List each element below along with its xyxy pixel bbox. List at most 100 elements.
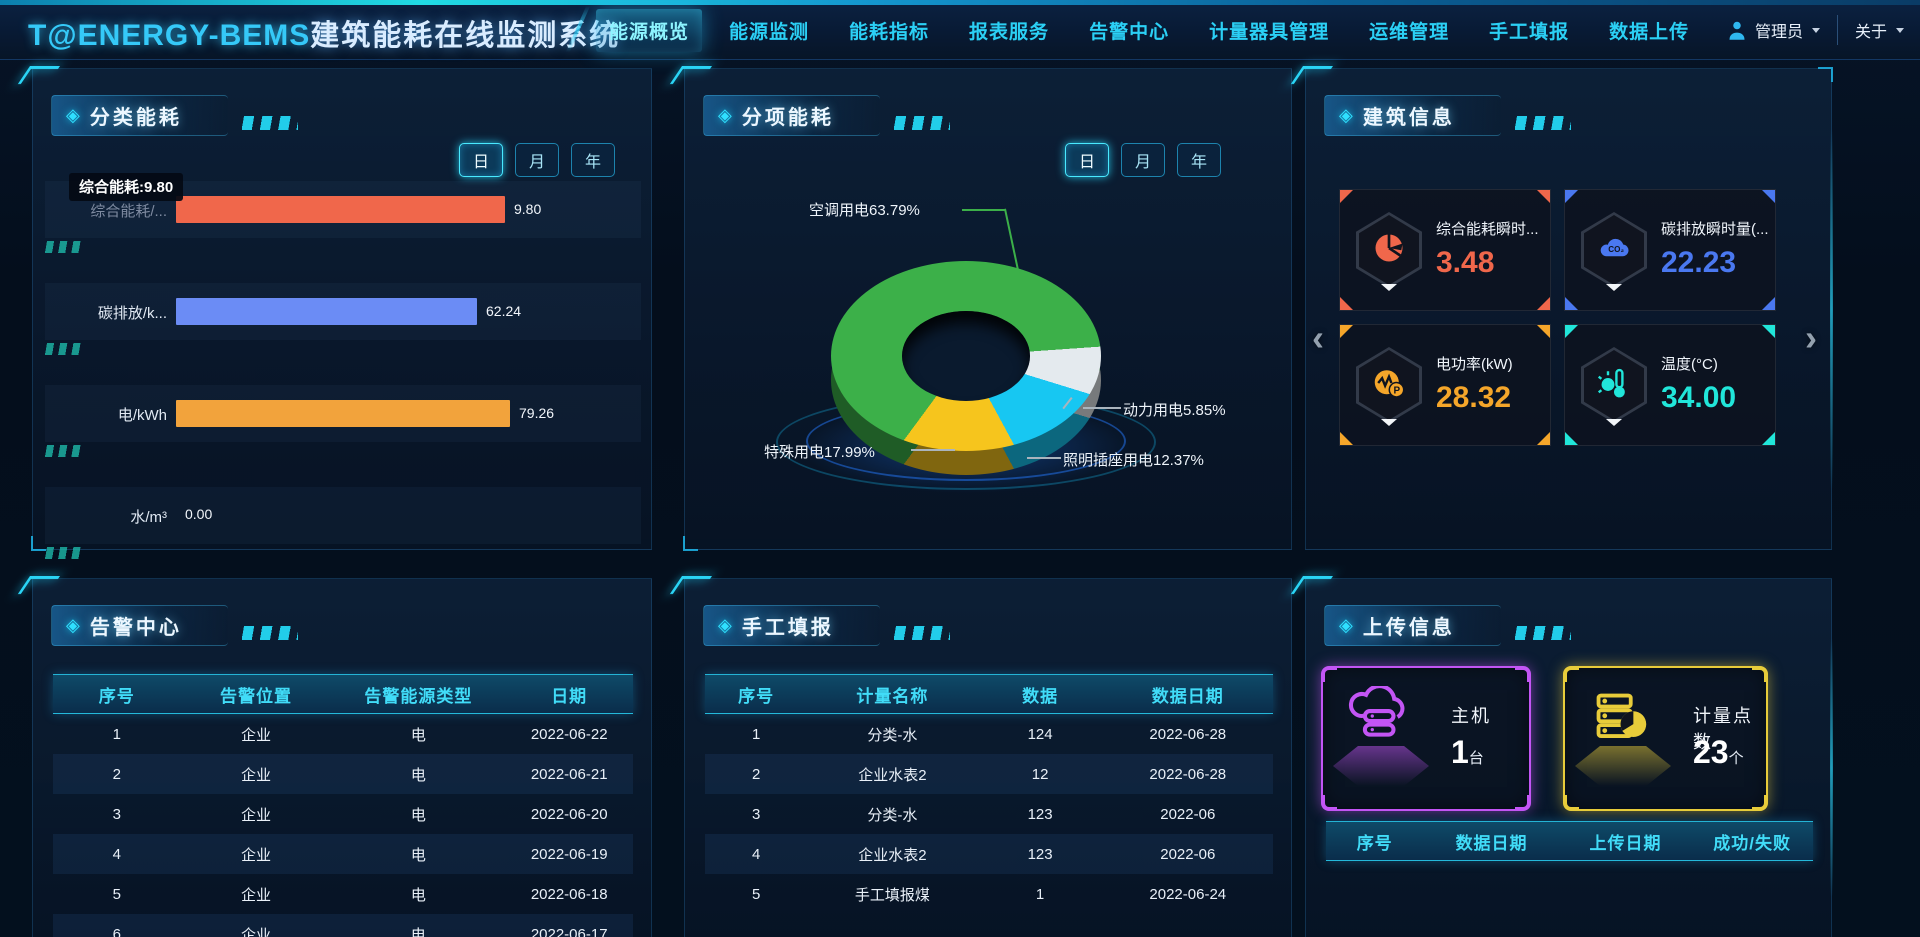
table-cell: 12: [1031, 765, 1049, 783]
user-caret-icon[interactable]: [1811, 27, 1820, 33]
slashes-decoration: [45, 343, 83, 355]
card-label: 碳排放瞬时量(...: [1661, 221, 1769, 238]
bar-label: 电/kWh: [117, 407, 167, 424]
tab-月[interactable]: 月: [1121, 143, 1165, 177]
nav-item-能源概览[interactable]: 能源概览: [596, 8, 703, 52]
table-cell: 2022-06-28: [1149, 725, 1227, 743]
user-name[interactable]: 管理员: [1754, 24, 1803, 41]
corner-decoration: [1563, 795, 1579, 811]
panel-title: 建筑信息: [1362, 106, 1455, 129]
corner-decoration: [1537, 432, 1550, 445]
corner-decoration: [1565, 190, 1578, 203]
nav-item-数据上传[interactable]: 数据上传: [1609, 21, 1690, 43]
diamond-icon: ◈: [1339, 614, 1353, 635]
table-cell: 2022-06-24: [1149, 885, 1227, 903]
chart-tooltip: 综合能耗:9.80: [69, 173, 184, 201]
table-row: 5 手工填报煤 1 2022-06-24: [705, 874, 1273, 914]
thermometer-icon: [1595, 365, 1633, 406]
corner-decoration: [1762, 297, 1775, 310]
corner-decoration: [1290, 66, 1333, 84]
user-area: 管理员 关于: [1728, 0, 1904, 60]
panel-title: 手工填报: [741, 616, 834, 639]
tab-日[interactable]: 日: [1065, 143, 1109, 177]
upload-table: 序号 数据日期 上传日期 成功/失败: [1326, 821, 1813, 861]
nav-item-能耗指标[interactable]: 能耗指标: [849, 21, 930, 43]
table-cell: 2022-06: [1160, 805, 1216, 823]
panel-header: ◈ 分类能耗: [51, 94, 298, 136]
panel-subitem-energy: ◈ 分项能耗 日月年 空调用电63.79% 动力用电5.85% 照明插座用电12.3…: [669, 66, 1292, 551]
tab-年[interactable]: 年: [1177, 143, 1221, 177]
tab-月[interactable]: 月: [515, 143, 559, 177]
table-cell: 企业水表2: [858, 846, 927, 864]
upload-card-2: 计量点数 23个: [1563, 666, 1768, 811]
corner-decoration: [683, 536, 698, 551]
table-cell: 4: [751, 845, 761, 863]
diamond-icon: ◈: [718, 614, 732, 635]
table-cell: 5: [112, 885, 121, 903]
column-header: 序号: [98, 686, 135, 706]
bar-label: 水/m³: [130, 509, 167, 526]
slashes-decoration: [45, 547, 83, 559]
table-cell: 3: [751, 805, 761, 823]
about-caret-icon[interactable]: [1896, 27, 1904, 33]
table-cell: 电: [410, 926, 426, 937]
card-value: 22.23: [1661, 246, 1737, 279]
nav-item-手工填报[interactable]: 手工填报: [1489, 21, 1570, 43]
table-cell: 企业: [240, 766, 271, 784]
corner-decoration: [1340, 190, 1353, 203]
tab-年[interactable]: 年: [571, 143, 615, 177]
nav-item-报表服务[interactable]: 报表服务: [969, 21, 1050, 43]
table-row: 4 企业水表2 123 2022-06: [705, 834, 1273, 874]
leader-line: [911, 449, 955, 451]
table-cell: 123: [1027, 845, 1053, 863]
user-icon: [1728, 19, 1746, 41]
leader-line: [1083, 407, 1121, 409]
carousel-next-icon[interactable]: ›: [1805, 317, 1817, 358]
building-card-4: 温度(°C) 34.00: [1564, 324, 1776, 446]
pie-chart-icon: [1371, 230, 1407, 271]
corner-decoration: [1762, 325, 1775, 338]
about-menu[interactable]: 关于: [1854, 24, 1887, 41]
building-card-1: 综合能耗瞬时... 3.48: [1339, 189, 1551, 311]
nav-item-告警中心[interactable]: 告警中心: [1089, 21, 1170, 43]
nav-item-能源监测[interactable]: 能源监测: [729, 21, 810, 43]
table-row: 3 分类-水 123 2022-06: [705, 794, 1273, 834]
bar-row: 综合能耗/... 9.80: [45, 181, 641, 238]
corner-decoration: [669, 576, 712, 594]
table-cell: 2022-06-21: [530, 765, 608, 783]
diamond-icon: ◈: [1339, 104, 1353, 125]
table-cell: 分类-水: [867, 726, 918, 744]
corner-decoration: [1515, 795, 1531, 811]
panel-title: 分项能耗: [741, 106, 834, 129]
corner-decoration: [1752, 795, 1768, 811]
slashes-decoration: [1514, 116, 1571, 130]
table-cell: 1: [1035, 885, 1045, 903]
nav-item-计量器具管理[interactable]: 计量器具管理: [1209, 21, 1330, 43]
divider: [1836, 15, 1838, 45]
table-cell: 6: [112, 925, 121, 937]
icon-hexagon: P: [1356, 347, 1422, 423]
corner-decoration: [1565, 325, 1578, 338]
svg-text:CO₂: CO₂: [1608, 244, 1624, 253]
panel-header: ◈ 上传信息: [1324, 604, 1571, 646]
column-header: 数据: [1022, 686, 1059, 706]
table-row: 2 企业水表2 12 2022-06-28: [705, 754, 1273, 794]
table-cell: 5: [751, 885, 761, 903]
carousel-prev-icon[interactable]: ‹: [1312, 317, 1324, 358]
leader-line: [962, 209, 1006, 211]
card-value: 1台: [1451, 734, 1484, 770]
nav-item-运维管理[interactable]: 运维管理: [1369, 21, 1450, 43]
top-bar: T@ENERGY-BEMS建筑能耗在线监测系统 能源概览 能源监测 能耗指标 报表服务…: [0, 0, 1920, 60]
manual-report-table: 序号 计量名称 数据 数据日期 1 分类-水 124 2022-06-28 2 企业水表2 12 20…: [705, 674, 1273, 914]
table-cell: 电: [410, 806, 426, 824]
building-card-3: P 电功率(kW) 28.32: [1339, 324, 1551, 446]
table-cell: 企业: [240, 926, 271, 937]
tab-日[interactable]: 日: [459, 143, 503, 177]
pie-slice-label: 动力用电5.85%: [1123, 402, 1226, 419]
table-cell: 电: [410, 886, 426, 904]
leader-line: [1027, 457, 1061, 459]
co2-cloud-icon: CO₂: [1595, 230, 1633, 271]
corner-decoration: [1321, 795, 1337, 811]
card-label: 主机: [1451, 706, 1491, 726]
